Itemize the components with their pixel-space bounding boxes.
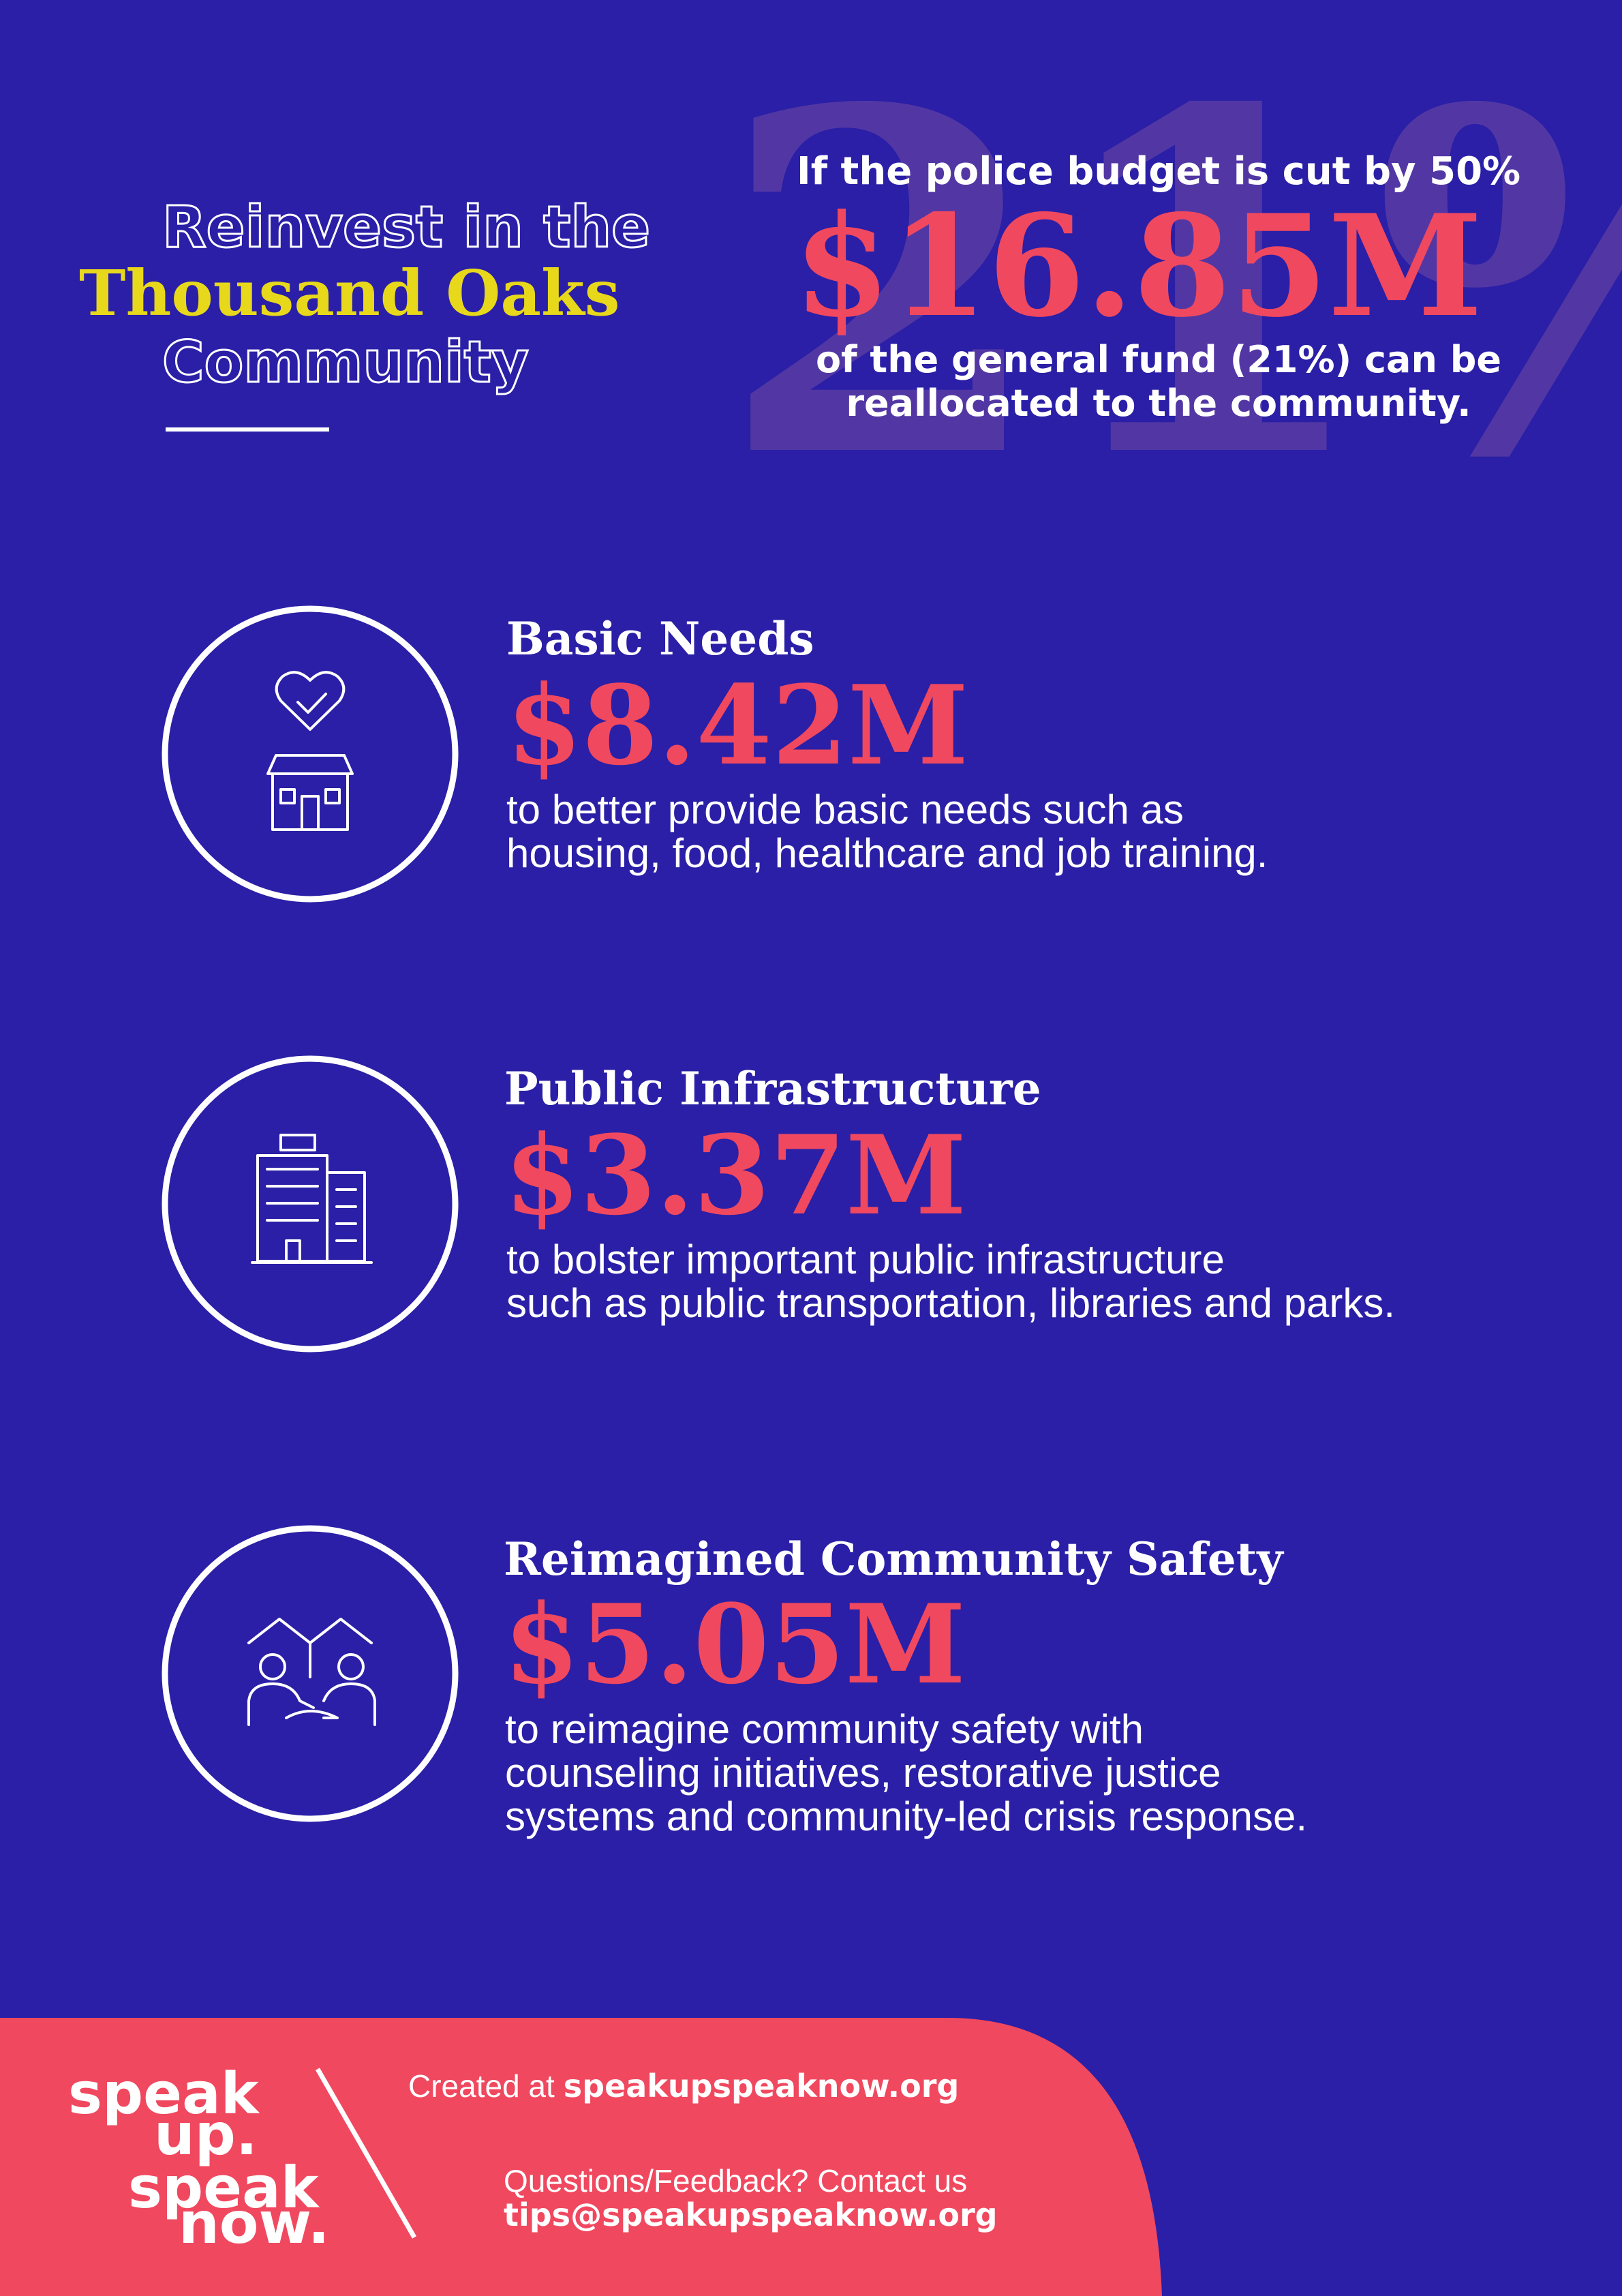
safety-icon <box>247 1618 376 1726</box>
item-amount: $8.42M <box>506 661 968 789</box>
item-description: to better provide basic needs such as <box>506 787 1184 832</box>
logo-text: now. <box>179 2190 330 2256</box>
logo-slash <box>315 2068 417 2239</box>
logo-text: up. <box>154 2101 258 2168</box>
headline-intro: If the police budget is cut by 50% <box>797 149 1520 194</box>
infrastructure-icon <box>251 1134 373 1264</box>
title-highlight: Thousand Oaks <box>79 256 620 330</box>
headline-amount: $16.85M <box>793 185 1483 348</box>
headline-description: of the general fund (21%) can be <box>816 338 1501 381</box>
item-description: to bolster important public infrastructu… <box>506 1237 1225 1282</box>
item-description: counseling initiatives, restorative just… <box>505 1750 1221 1796</box>
headline-description: reallocated to the community. <box>846 382 1471 425</box>
watermark: 21% <box>719 8 1622 561</box>
icon-circle <box>162 1055 459 1353</box>
item-description: to reimagine community safety with <box>505 1706 1144 1752</box>
icon-circle <box>162 605 459 903</box>
item-description: such as public transportation, libraries… <box>506 1280 1395 1326</box>
logo-text: speak <box>128 2154 320 2221</box>
item-description: systems and community-led crisis respons… <box>505 1794 1307 1839</box>
item-description: housing, food, healthcare and job traini… <box>506 830 1268 876</box>
contact-label: Questions/Feedback? Contact us <box>504 2163 967 2199</box>
item-title: Basic Needs <box>506 612 814 665</box>
item-title: Reimagined Community Safety <box>504 1532 1284 1586</box>
created-prefix: Created at <box>408 2068 555 2104</box>
footer-band <box>0 2018 1162 2296</box>
icon-circle <box>162 1525 459 1822</box>
created-line: Created at speakupspeaknow.org <box>408 2068 959 2104</box>
item-title: Public Infrastructure <box>504 1062 1041 1115</box>
title-underline <box>166 427 329 432</box>
created-link[interactable]: speakupspeaknow.org <box>564 2068 960 2104</box>
title-line: Reinvest in the <box>162 194 650 260</box>
item-amount: $3.37M <box>504 1111 966 1239</box>
contact-email[interactable]: tips@speakupspeaknow.org <box>504 2196 998 2233</box>
basic-needs-icon <box>266 671 354 831</box>
title-line: Community <box>162 329 529 395</box>
logo-text: speak <box>68 2060 260 2127</box>
item-amount: $5.05M <box>504 1580 966 1708</box>
